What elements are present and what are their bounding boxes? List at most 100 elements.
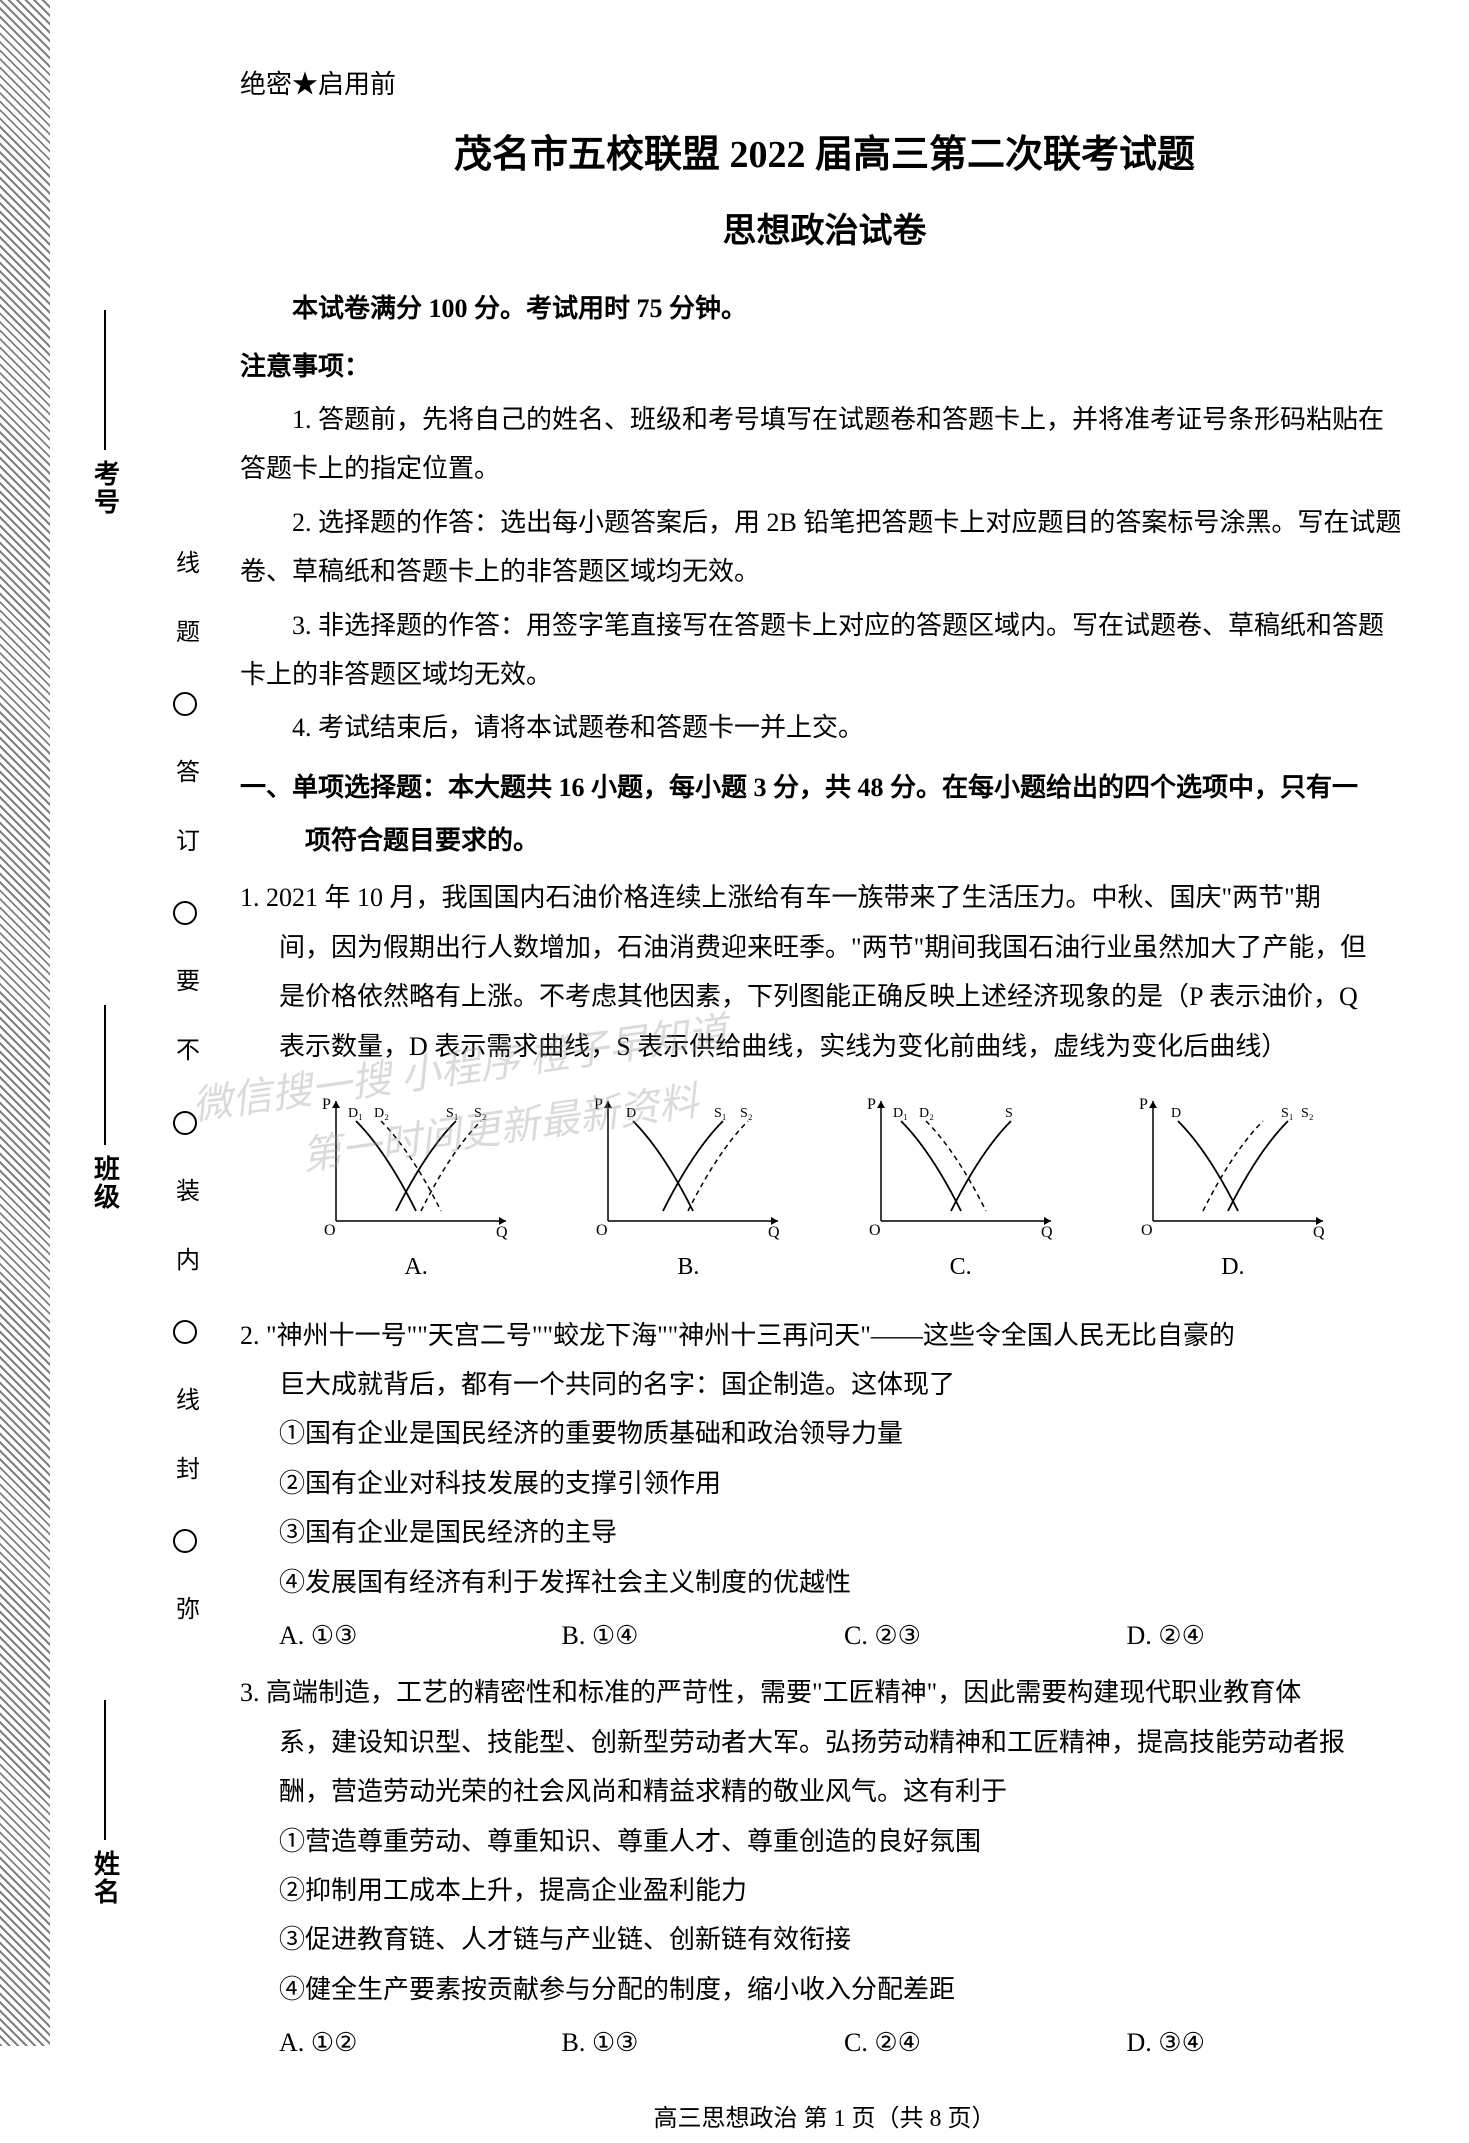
seal-char: 内 [168, 1247, 203, 1277]
q2-item-2: ②国有企业对科技发展的支撑引领作用 [240, 1459, 1409, 1508]
svg-text:O: O [1141, 1222, 1153, 1239]
svg-text:D: D [1171, 1106, 1181, 1121]
svg-text:D₁: D₁ [348, 1106, 363, 1121]
field-name-label: 姓名 [87, 1850, 124, 1906]
q2-opt-b: B. ①④ [562, 1611, 845, 1660]
q2-item-4: ④发展国有经济有利于发挥社会主义制度的优越性 [240, 1558, 1409, 1607]
q3-item-3: ③促进教育链、人才链与产业链、创新链有效衔接 [240, 1915, 1409, 1964]
svg-text:O: O [596, 1222, 608, 1239]
svg-text:S₂: S₂ [474, 1106, 487, 1121]
chart-b-label: B. [677, 1245, 699, 1291]
chart-a-label: A. [404, 1245, 427, 1291]
seal-char: 弥 [168, 1596, 203, 1626]
seal-char: 订 [168, 828, 203, 858]
svg-text:S₁: S₁ [714, 1106, 727, 1121]
title-sub: 思想政治试卷 [240, 200, 1409, 265]
seal-char: 线 [168, 1387, 203, 1417]
notice-label: 注意事项： [240, 342, 1409, 391]
part1-header-l2: 项符合题目要求的。 [240, 816, 1409, 865]
q2-opt-d: D. ②④ [1127, 1611, 1410, 1660]
title-main: 茂名市五校联盟 2022 届高三第二次联考试题 [240, 119, 1409, 191]
svg-text:S₂: S₂ [740, 1106, 753, 1121]
svg-text:Q: Q [1313, 1224, 1325, 1241]
svg-text:O: O [869, 1222, 881, 1239]
chart-c: P O Q D₁ D₂ S C. [861, 1091, 1061, 1291]
svg-text:Q: Q [768, 1224, 780, 1241]
chart-b: P O Q D S₁ S₂ B. [588, 1091, 788, 1291]
instruction-2: 2. 选择题的作答：选出每小题答案后，用 2B 铅笔把答题卡上对应题目的答案标号… [240, 498, 1409, 597]
field-name: 姓名 [87, 1690, 124, 1906]
instruction-4: 4. 考试结束后，请将本试题卷和答题卡一并上交。 [240, 703, 1409, 752]
question-3: 3. 高端制造，工艺的精密性和标准的严苛性，需要"工匠精神"，因此需要构建现代职… [240, 1668, 1409, 2067]
question-2: 2. "神州十一号""天宫二号""蛟龙下海""神州十三再问天"——这些令全国人民… [240, 1311, 1409, 1661]
q1-stem-l1: 1. 2021 年 10 月，我国国内石油价格连续上涨给有车一族带来了生活压力。… [240, 873, 1409, 922]
chart-d-label: D. [1221, 1245, 1244, 1291]
q3-stem-l1: 3. 高端制造，工艺的精密性和标准的严苛性，需要"工匠精神"，因此需要构建现代职… [240, 1668, 1409, 1717]
svg-text:Q: Q [496, 1224, 508, 1241]
q2-stem-l1: 2. "神州十一号""天宫二号""蛟龙下海""神州十三再问天"——这些令全国人民… [240, 1311, 1409, 1360]
seal-char: 装 [168, 1178, 203, 1208]
q2-stem-l2: 巨大成就背后，都有一个共同的名字：国企制造。这体现了 [240, 1360, 1409, 1409]
circle-marker [173, 1320, 197, 1344]
q3-item-2: ②抑制用工成本上升，提高企业盈利能力 [240, 1866, 1409, 1915]
svg-text:S₁: S₁ [446, 1106, 459, 1121]
question-1: 1. 2021 年 10 月，我国国内石油价格连续上涨给有车一族带来了生活压力。… [240, 873, 1409, 1300]
circle-marker [173, 901, 197, 925]
q3-opt-d: D. ③④ [1127, 2018, 1410, 2067]
q2-opt-a: A. ①③ [279, 1611, 562, 1660]
svg-text:P: P [1139, 1096, 1148, 1113]
svg-text:D: D [626, 1106, 636, 1121]
svg-text:P: P [594, 1096, 603, 1113]
svg-text:Q: Q [1041, 1224, 1053, 1241]
svg-text:S₁: S₁ [1281, 1106, 1294, 1121]
field-class-label: 班级 [87, 1155, 124, 1211]
svg-text:S₂: S₂ [1301, 1106, 1314, 1121]
q3-opt-a: A. ①② [279, 2018, 562, 2067]
page-footer: 高三思想政治 第 1 页（共 8 页） [240, 2097, 1409, 2143]
q3-opt-c: C. ②④ [844, 2018, 1127, 2067]
svg-text:P: P [867, 1096, 876, 1113]
circle-marker [173, 692, 197, 716]
field-class: 班级 [87, 995, 124, 1211]
content-area: 绝密★启用前 茂名市五校联盟 2022 届高三第二次联考试题 思想政治试卷 本试… [210, 0, 1469, 2046]
field-examno: 考号 [87, 300, 124, 516]
field-examno-label: 考号 [87, 460, 124, 516]
seal-char: 线 [168, 550, 203, 580]
circle-marker [173, 1111, 197, 1135]
svg-text:S: S [1005, 1106, 1013, 1121]
instruction-1: 1. 答题前，先将自己的姓名、班级和考号填写在试题卷和答题卡上，并将准考证号条形… [240, 395, 1409, 494]
circle-marker [173, 1529, 197, 1553]
seal-char: 封 [168, 1456, 203, 1486]
q2-opt-c: C. ②③ [844, 1611, 1127, 1660]
q3-stem-l3: 酬，营造劳动光荣的社会风尚和精益求精的敬业风气。这有利于 [240, 1767, 1409, 1816]
q1-stem-l4: 表示数量，D 表示需求曲线，S 表示供给曲线，实线为变化前曲线，虚线为变化后曲线… [240, 1022, 1409, 1071]
svg-text:D₂: D₂ [919, 1106, 934, 1121]
seal-char: 题 [168, 619, 203, 649]
left-hatch-strip [0, 0, 50, 2046]
part1-header-l1: 一、单项选择题：本大题共 16 小题，每小题 3 分，共 48 分。在每小题给出… [240, 763, 1409, 812]
q3-stem-l2: 系，建设知识型、技能型、创新型劳动者大军。弘扬劳动精神和工匠精神，提高技能劳动者… [240, 1718, 1409, 1767]
q3-item-1: ①营造尊重劳动、尊重知识、尊重人才、尊重创造的良好氛围 [240, 1817, 1409, 1866]
seal-char: 不 [168, 1037, 203, 1067]
exam-info: 本试卷满分 100 分。考试用时 75 分钟。 [240, 284, 1409, 333]
binding-column-seal: 线 题 答 订 要 不 装 内 线 封 弥 [160, 0, 210, 2046]
q2-item-3: ③国有企业是国民经济的主导 [240, 1508, 1409, 1557]
chart-a: P O Q D₁ D₂ S₁ S₂ A. [316, 1091, 516, 1291]
binding-column-fields: 考号 班级 姓名 [50, 0, 160, 2046]
q3-opt-b: B. ①③ [562, 2018, 845, 2067]
chart-d: P O Q D S₁ S₂ D. [1133, 1091, 1333, 1291]
q3-options: A. ①② B. ①③ C. ②④ D. ③④ [240, 2018, 1409, 2067]
svg-text:O: O [324, 1222, 336, 1239]
svg-text:D₂: D₂ [374, 1106, 389, 1121]
q2-item-1: ①国有企业是国民经济的重要物质基础和政治领导力量 [240, 1409, 1409, 1458]
seal-char: 答 [168, 759, 203, 789]
chart-c-label: C. [950, 1245, 972, 1291]
instruction-3: 3. 非选择题的作答：用签字笔直接写在答题卡上对应的答题区域内。写在试题卷、草稿… [240, 601, 1409, 700]
q2-options: A. ①③ B. ①④ C. ②③ D. ②④ [240, 1611, 1409, 1660]
q1-stem-l2: 间，因为假期出行人数增加，石油消费迎来旺季。"两节"期间我国石油行业虽然加大了产… [240, 923, 1409, 972]
svg-text:D₁: D₁ [893, 1106, 908, 1121]
q1-stem-l3: 是价格依然略有上涨。不考虑其他因素，下列图能正确反映上述经济现象的是（P 表示油… [240, 972, 1409, 1021]
seal-char: 要 [168, 968, 203, 998]
q3-item-4: ④健全生产要素按贡献参与分配的制度，缩小收入分配差距 [240, 1965, 1409, 2014]
q1-charts: 微信搜一搜 小程序 橙子早知道 第一时间更新最新资料 P O Q D₁ [240, 1081, 1409, 1301]
